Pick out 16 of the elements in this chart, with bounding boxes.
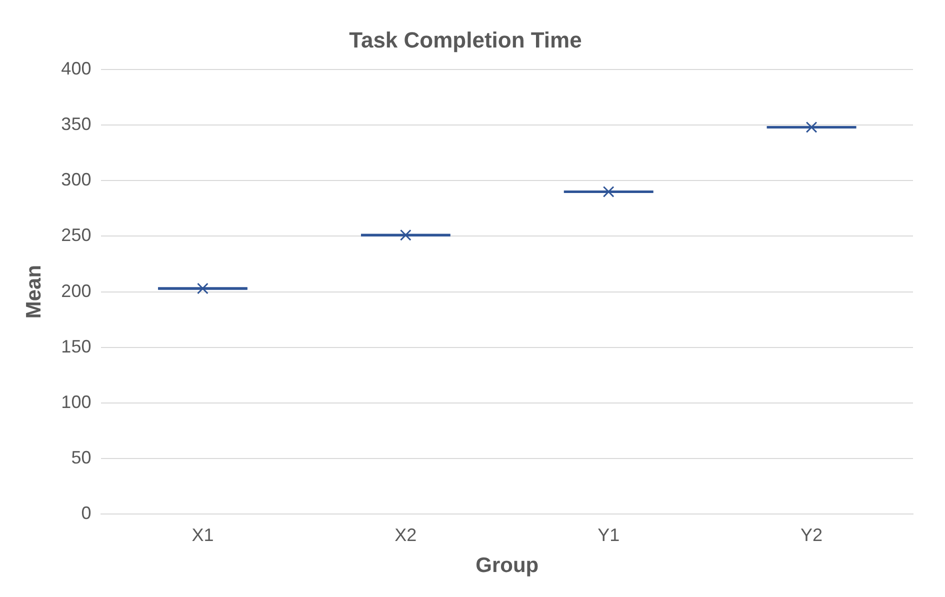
y-tick-label: 200 [61,280,92,301]
chart-title: Task Completion Time [349,27,582,52]
y-tick-label: 50 [71,448,92,468]
x-tick-label: X1 [192,524,214,545]
y-tick-label: 300 [61,170,92,190]
x-tick-label: Y1 [598,524,620,545]
y-tick-label: 350 [61,114,92,134]
x-axis-title: Group [476,554,539,578]
y-tick-label: 400 [61,58,92,78]
y-axis-title: Mean [22,264,46,319]
y-tick-label: 100 [61,392,92,412]
x-tick-label: X2 [394,524,417,545]
y-tick-label: 250 [61,225,92,246]
y-tick-label: 0 [81,503,92,524]
x-tick-label: Y2 [800,524,823,545]
y-tick-label: 150 [61,336,92,356]
